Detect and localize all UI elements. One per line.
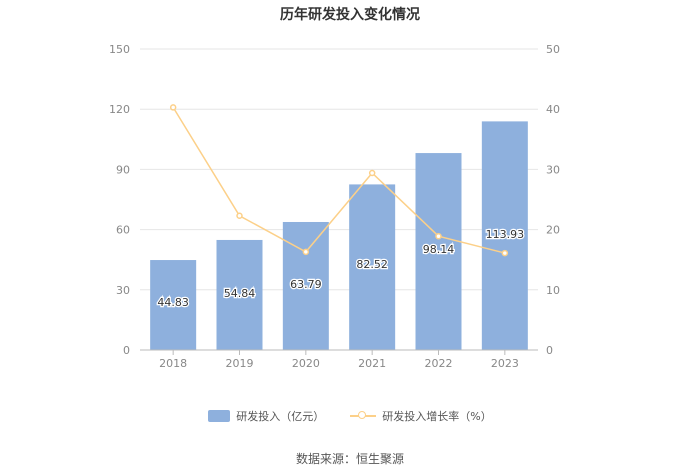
bar	[481, 121, 528, 351]
y-right-tick-label: 30	[546, 163, 560, 176]
legend-line-swatch	[350, 410, 377, 422]
y-left-tick-label: 90	[116, 163, 130, 176]
growth-point	[236, 212, 243, 220]
growth-point	[302, 248, 310, 256]
bar-value-label: 82.52	[356, 258, 388, 271]
x-tick-label: 2023	[491, 357, 519, 370]
x-tick-label: 2019	[226, 357, 254, 370]
legend-line-label: 研发投入增长率（%）	[382, 410, 492, 423]
y-left-tick-label: 60	[116, 224, 130, 237]
growth-point	[368, 169, 376, 177]
bar-value-label: 113.93	[486, 228, 525, 241]
bar-value-label: 54.84	[224, 287, 256, 300]
chart-legend: 研发投入（亿元） 研发投入增长率（%）	[0, 408, 700, 424]
bar-value-label: 44.83	[157, 296, 189, 309]
y-right-tick-label: 40	[546, 103, 560, 116]
legend-bar-swatch	[208, 410, 231, 422]
growth-point	[435, 232, 442, 240]
bar	[150, 260, 197, 350]
y-right-tick-label: 50	[546, 43, 560, 56]
chart-title: 历年研发投入变化情况	[280, 7, 420, 23]
bar	[415, 153, 462, 350]
y-right-tick-label: 20	[546, 224, 560, 237]
growth-line	[172, 107, 506, 254]
y-right-tick-label: 10	[546, 284, 560, 297]
growth-point	[169, 104, 177, 111]
legend-item-bar[interactable]: 研发投入（亿元）	[208, 408, 324, 424]
y-left-tick-label: 120	[109, 103, 130, 116]
bar-value-label: 63.79	[290, 278, 322, 291]
bar	[349, 184, 396, 350]
x-tick-label: 2018	[159, 357, 187, 370]
y-right-tick-label: 0	[546, 344, 553, 357]
legend-bar-label: 研发投入（亿元）	[236, 410, 325, 423]
x-tick-label: 2022	[425, 357, 453, 370]
growth-point	[501, 249, 509, 257]
x-tick-label: 2020	[292, 357, 320, 370]
bar-value-label: 98.14	[423, 243, 455, 256]
x-tick-label: 2021	[358, 357, 386, 370]
legend-item-line[interactable]: 研发投入增长率（%）	[350, 408, 492, 424]
bar	[216, 239, 263, 350]
y-left-tick-label: 0	[123, 344, 130, 357]
y-left-tick-label: 30	[116, 284, 130, 297]
y-left-tick-label: 150	[109, 43, 130, 56]
source-note: 数据来源：恒生聚源	[295, 452, 404, 466]
